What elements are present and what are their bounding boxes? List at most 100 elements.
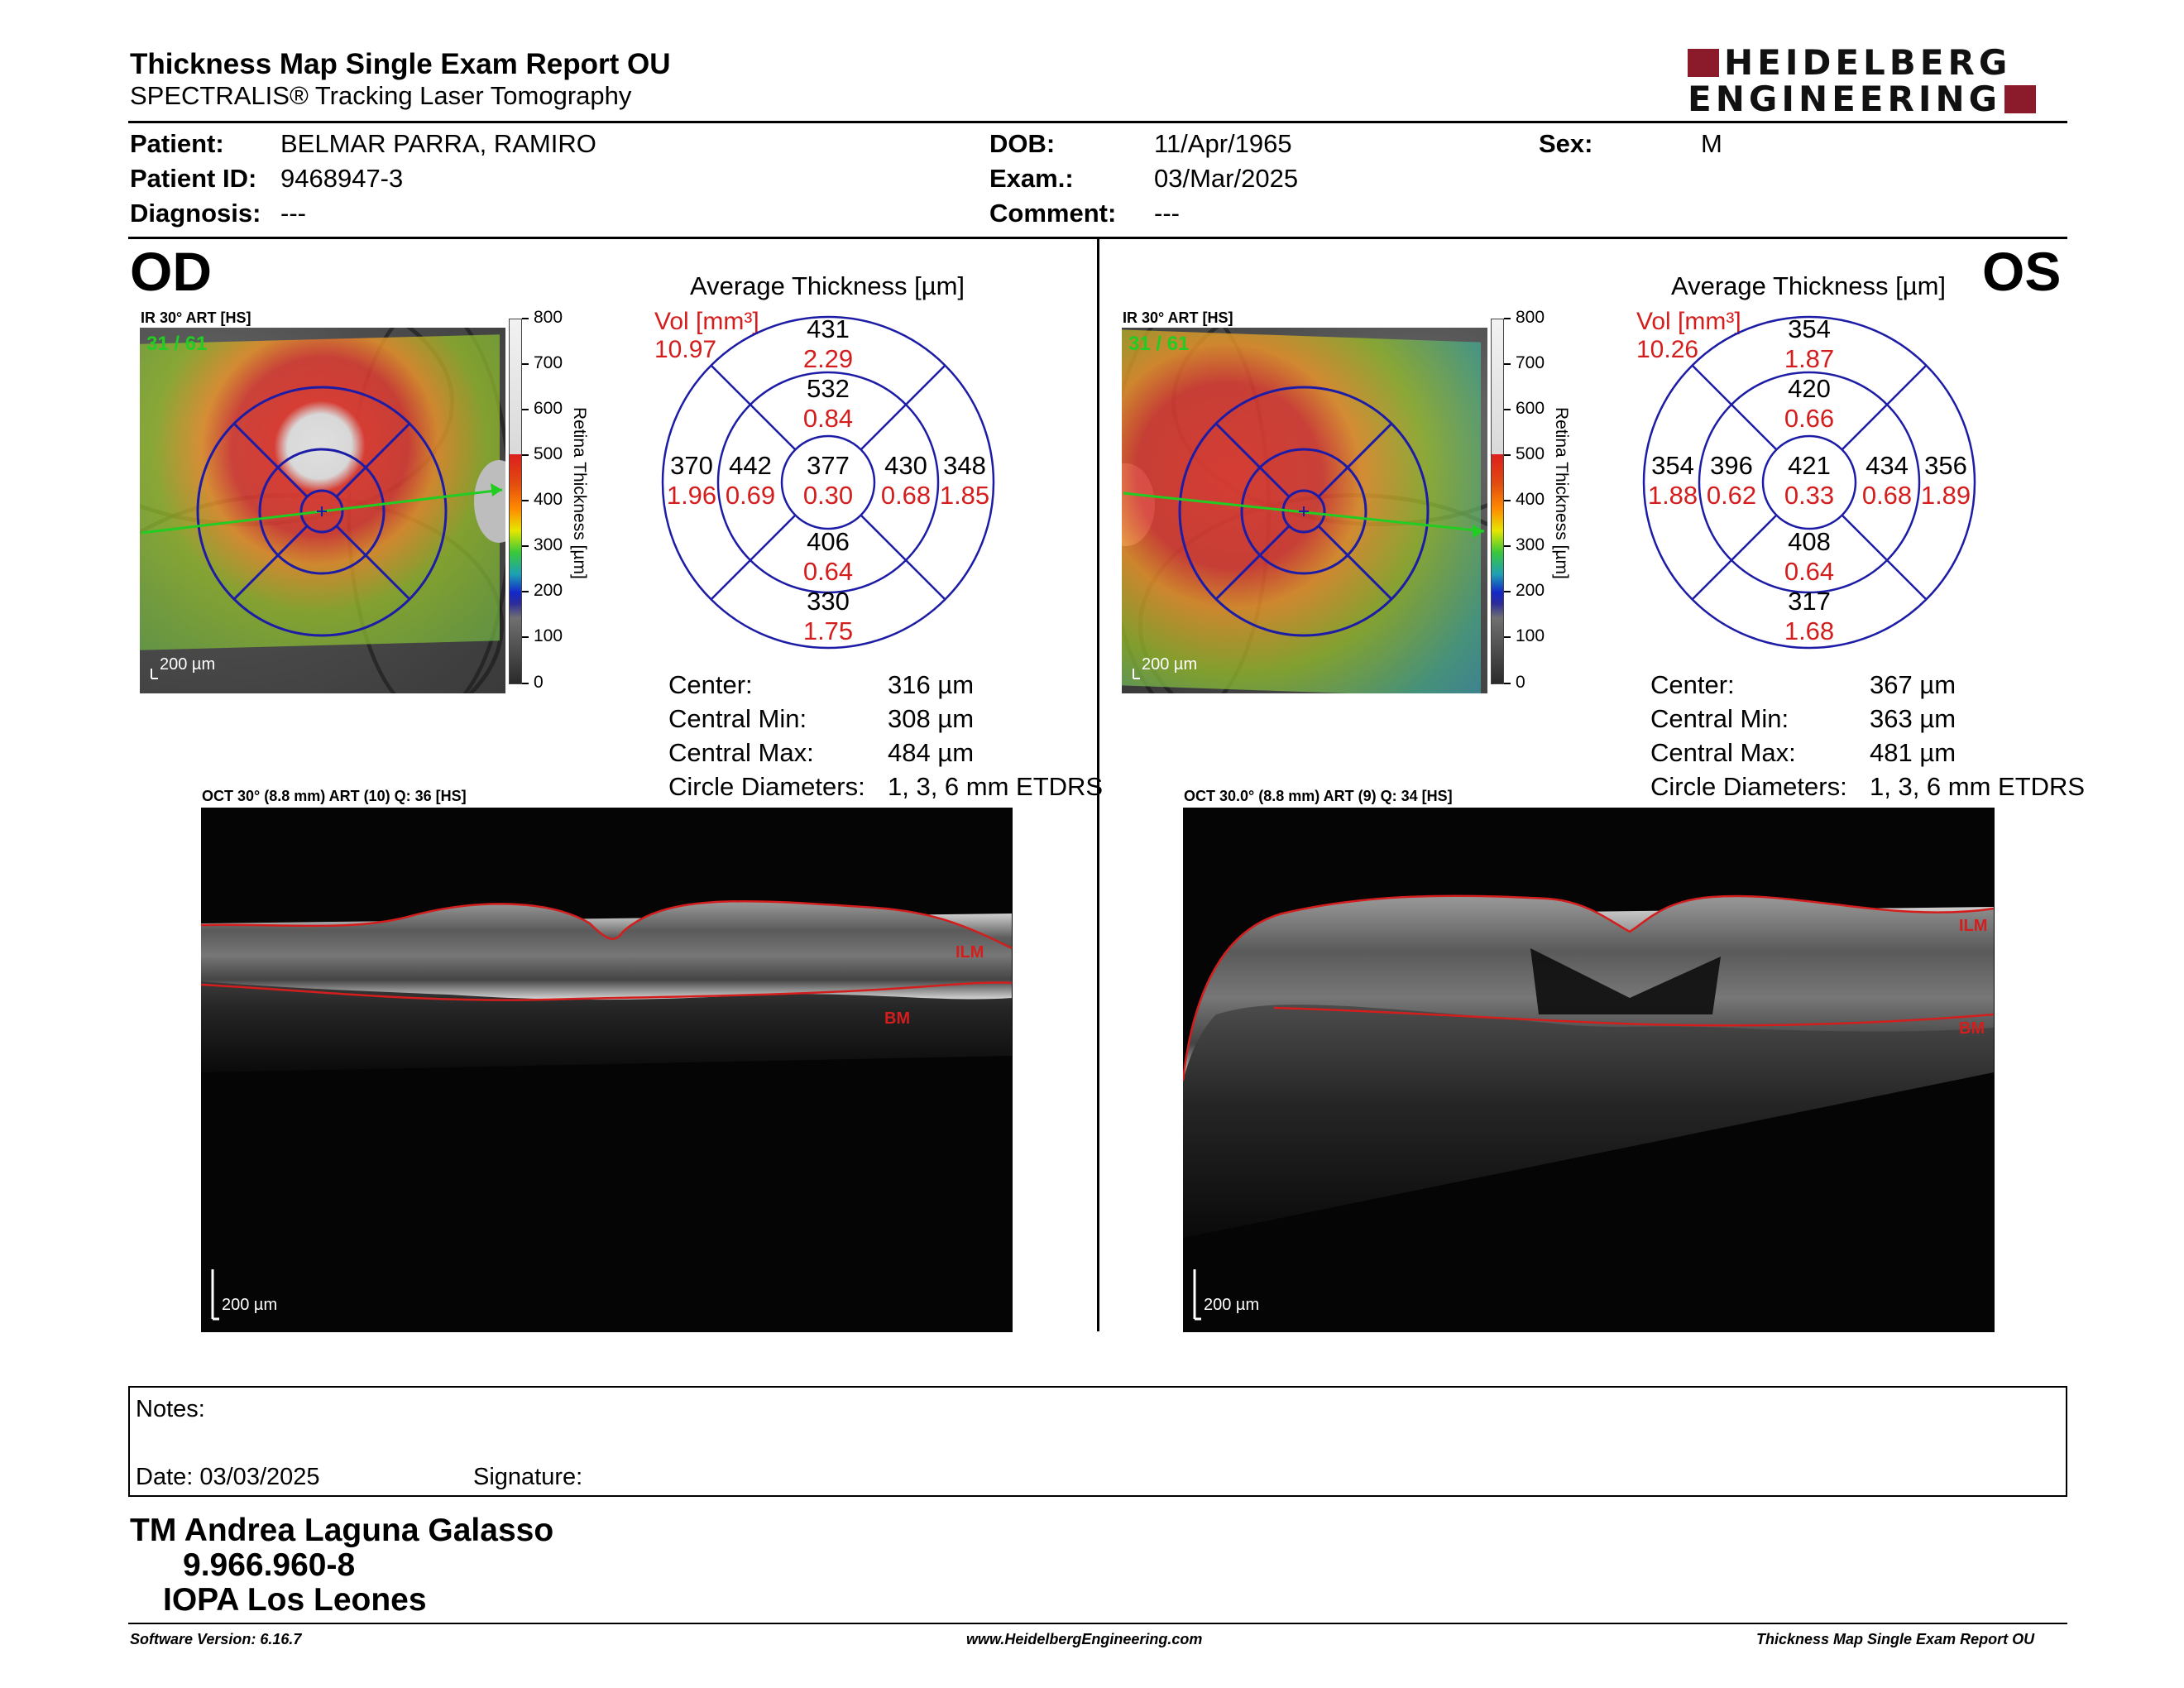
header-divider [128, 121, 2067, 123]
software-version: Software Version: 6.16.7 [130, 1631, 302, 1647]
od-ilm-label: ILM [956, 943, 984, 961]
comment-label: Comment: [989, 199, 1117, 228]
exam-label: Exam.: [989, 164, 1074, 193]
os-colorbar-tick: 800 [1516, 308, 1545, 327]
od-center-label: Center: [668, 670, 753, 699]
os-outer-superior: 354 1.87 [1784, 314, 1835, 373]
od-central-max-label: Central Max: [668, 738, 814, 767]
os-colorbar-tick: 200 [1516, 581, 1545, 600]
logo-square-icon [1688, 49, 1719, 77]
os-frame-count: 31 / 61 [1128, 333, 1190, 355]
dob-value: 11/Apr/1965 [1154, 129, 1292, 158]
od-central-min-label: Central Min: [668, 704, 807, 733]
od-central-max-value: 484 µm [888, 738, 975, 767]
od-bm-label: BM [884, 1009, 911, 1028]
os-fundus-scale: 200 µm [1142, 655, 1198, 674]
od-outer-superior: 431 2.29 [802, 314, 854, 373]
exam-value: 03/Mar/2025 [1154, 164, 1299, 193]
logo-square-icon [2004, 85, 2037, 113]
os-inner-temporal: 434 0.68 [1861, 451, 1913, 510]
os-inner-inferior: 408 0.64 [1784, 527, 1835, 586]
od-etdrs-overlay [141, 386, 503, 679]
os-central-max-value: 481 µm [1870, 738, 1956, 767]
od-inner-inferior: 406 0.64 [802, 527, 854, 586]
os-center-value: 367 µm [1870, 670, 1956, 699]
os-circle-diameters-label: Circle Diameters: [1650, 772, 1847, 801]
os-vol-label: Vol [mm³] [1636, 308, 1741, 335]
signature-label: Signature: [473, 1464, 583, 1490]
report-title: Thickness Map Single Exam Report OU [130, 48, 671, 80]
technician-id: 9.966.960-8 [183, 1547, 356, 1583]
os-fundus-image: 31 / 61 200 µm [1122, 328, 1487, 693]
patient-id-label: Patient ID: [130, 164, 257, 193]
od-inner-superior: 532 0.84 [802, 374, 854, 433]
od-vol-label: Vol [mm³] [654, 308, 759, 335]
os-outer-nasal: 354 1.88 [1647, 451, 1698, 510]
od-outer-temporal: 370 1.96 [666, 451, 717, 510]
os-fundus-label: IR 30° ART [HS] [1123, 309, 1233, 326]
os-outer-temporal: 356 1.89 [1920, 451, 1971, 510]
od-outer-nasal: 348 1.85 [939, 451, 990, 510]
os-vol-total: 10.26 [1636, 336, 1699, 363]
report-subtitle: SPECTRALIS® Tracking Laser Tomography [130, 81, 632, 110]
os-etdrs-grid [1642, 315, 1976, 650]
os-colorbar-tick: 700 [1516, 353, 1545, 372]
od-colorbar-tick: 800 [534, 308, 563, 327]
patient-id-value: 9468947-3 [280, 164, 404, 193]
diagnosis-value: --- [280, 199, 306, 228]
od-colorbar-tick: 300 [534, 535, 563, 554]
os-oct-label: OCT 30.0° (8.8 mm) ART (9) Q: 34 [HS] [1184, 788, 1453, 804]
dob-label: DOB: [989, 129, 1056, 158]
notes-label: Notes: [136, 1396, 205, 1422]
website-link[interactable]: www.HeidelbergEngineering.com [966, 1631, 1203, 1647]
os-average-thickness-title: Average Thickness [µm] [1670, 271, 1947, 300]
od-colorbar-tick: 200 [534, 581, 563, 600]
od-oct-scan: ILM BM 200 µm [201, 808, 1013, 1332]
os-colorbar-tick: 300 [1516, 535, 1545, 554]
footer-divider [128, 1623, 2067, 1624]
od-inner-nasal: 430 0.68 [880, 451, 932, 510]
od-fundus-scale: 200 µm [160, 655, 216, 674]
od-outer-inferior: 330 1.75 [802, 587, 854, 645]
os-central-min-label: Central Min: [1650, 704, 1789, 733]
diagnosis-label: Diagnosis: [130, 199, 261, 228]
os-colorbar-tick: 100 [1516, 626, 1545, 645]
os-colorbar-tick: 500 [1516, 444, 1545, 463]
os-center: 421 0.33 [1784, 451, 1835, 510]
os-colorbar-title: Retina Thickness [µm] [1552, 407, 1571, 579]
notes-date: Date: 03/03/2025 [136, 1464, 320, 1490]
os-inner-nasal: 396 0.62 [1706, 451, 1757, 510]
heidelberg-logo: HEIDELBERG ENGINEERING [1688, 42, 2068, 119]
os-colorbar-tick: 400 [1516, 490, 1545, 509]
od-vol-total: 10.97 [654, 336, 717, 363]
od-colorbar-tick: 700 [534, 353, 563, 372]
od-circle-diameters-value: 1, 3, 6 mm ETDRS [888, 772, 1104, 801]
od-center-value: 316 µm [888, 670, 975, 699]
od-colorbar-tick: 400 [534, 490, 563, 509]
od-inner-temporal: 442 0.69 [725, 451, 776, 510]
od-circle-diameters-label: Circle Diameters: [668, 772, 865, 801]
footer-report-name: Thickness Map Single Exam Report OU [1756, 1631, 2035, 1647]
notes-box: Notes: Date: 03/03/2025 Signature: [128, 1386, 2067, 1497]
comment-value: --- [1154, 199, 1180, 228]
os-central-min-value: 363 µm [1870, 704, 1956, 733]
logo-text-line2: ENGINEERING [1688, 79, 2002, 119]
od-colorbar-tick: 100 [534, 626, 563, 645]
patient-value: BELMAR PARRA, RAMIRO [280, 129, 596, 158]
logo-text-line1: HEIDELBERG [1724, 42, 2012, 83]
os-circle-diameters-value: 1, 3, 6 mm ETDRS [1870, 772, 2086, 801]
os-ilm-label: ILM [1959, 917, 1988, 935]
technician-org: IOPA Los Leones [163, 1582, 427, 1618]
od-fundus-label: IR 30° ART [HS] [141, 309, 251, 326]
od-average-thickness-title: Average Thickness [µm] [689, 271, 965, 300]
os-colorbar-tick: 600 [1516, 399, 1545, 418]
sex-value: M [1701, 129, 1722, 158]
os-inner-superior: 420 0.66 [1784, 374, 1835, 433]
os-etdrs-overlay [1123, 386, 1485, 679]
od-thickness-colorbar [509, 319, 522, 684]
od-center: 377 0.30 [802, 451, 854, 510]
patient-label: Patient: [130, 129, 224, 158]
od-fundus-image: 31 / 61 200 µm [140, 328, 505, 693]
od-central-min-value: 308 µm [888, 704, 975, 733]
od-colorbar-tick: 0 [534, 673, 544, 692]
